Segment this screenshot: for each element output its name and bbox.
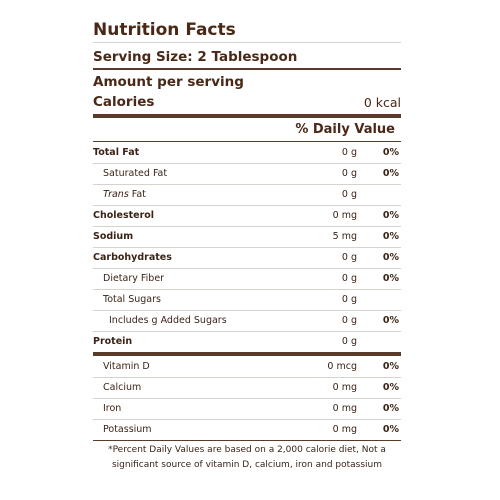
nutrient-amount: 0 g bbox=[341, 294, 357, 305]
divider bbox=[93, 184, 401, 185]
divider bbox=[93, 398, 401, 399]
nutrient-label: Trans Fat bbox=[103, 184, 146, 205]
daily-value: 0% bbox=[382, 315, 399, 326]
nutrient-amount: 0 g bbox=[341, 252, 357, 263]
daily-value-header: % Daily Value bbox=[295, 122, 395, 137]
nutrient-row: Dietary Fiber 0 g 0% bbox=[93, 268, 401, 289]
daily-value: 0% bbox=[382, 168, 399, 179]
nutrient-row: Trans Fat 0 g bbox=[93, 184, 401, 205]
nutrient-row: Carbohydrates 0 g 0% bbox=[93, 247, 401, 268]
divider bbox=[93, 141, 401, 142]
amount-per-serving: Amount per serving bbox=[93, 74, 244, 90]
nutrient-row: Total Sugars 0 g bbox=[93, 289, 401, 310]
nutrient-name: Includes g Added Sugars bbox=[109, 315, 227, 326]
nutrient-amount: 0 g bbox=[341, 168, 357, 179]
divider bbox=[93, 226, 401, 227]
nutrient-label: Carbohydrates bbox=[93, 247, 172, 268]
divider bbox=[93, 440, 401, 441]
nutrient-amount: 0 mg bbox=[332, 210, 357, 221]
nutrient-amount: 0 g bbox=[341, 336, 357, 347]
divider bbox=[93, 268, 401, 269]
nutrient-row: Cholesterol 0 mg 0% bbox=[93, 205, 401, 226]
nutrient-label-italic: Trans bbox=[103, 189, 129, 200]
nutrient-label: Total Sugars bbox=[103, 289, 161, 310]
title: Nutrition Facts bbox=[93, 20, 236, 40]
nutrient-amount: 0 mg bbox=[332, 382, 357, 393]
serving-size: Serving Size: 2 Tablespoon bbox=[93, 49, 298, 65]
nutrient-label: Vitamin D bbox=[103, 356, 150, 377]
nutrient-label: Calcium bbox=[103, 377, 141, 398]
nutrient-row: Iron 0 mg 0% bbox=[93, 398, 401, 419]
divider bbox=[93, 331, 401, 332]
daily-value: 0% bbox=[382, 210, 399, 221]
divider bbox=[93, 114, 401, 118]
calories-label: Calories bbox=[93, 94, 155, 110]
nutrient-row: Sodium 5 mg 0% bbox=[93, 226, 401, 247]
divider bbox=[93, 42, 401, 43]
nutrient-row: Calcium 0 mg 0% bbox=[93, 377, 401, 398]
nutrient-label: Potassium bbox=[103, 419, 152, 440]
nutrient-label: Includes g Added Sugars bbox=[109, 310, 227, 331]
nutrient-label: Saturated Fat bbox=[103, 163, 167, 184]
nutrient-label: Iron bbox=[103, 398, 121, 419]
daily-value: 0% bbox=[382, 231, 399, 242]
nutrient-name: Cholesterol bbox=[93, 210, 155, 221]
nutrient-amount: 0 g bbox=[341, 189, 357, 200]
nutrient-label: Protein bbox=[93, 331, 132, 352]
daily-value: 0% bbox=[382, 273, 399, 284]
nutrient-amount: 0 g bbox=[341, 273, 357, 284]
nutrient-label: Total Fat bbox=[93, 142, 139, 163]
divider bbox=[93, 289, 401, 290]
nutrient-name: Vitamin D bbox=[103, 361, 150, 372]
daily-value: 0% bbox=[382, 424, 399, 435]
nutrient-row: Includes g Added Sugars 0 g 0% bbox=[93, 310, 401, 331]
nutrient-name: Sodium bbox=[93, 231, 134, 242]
footnote: *Percent Daily Values are based on a 2,0… bbox=[108, 445, 386, 470]
nutrient-row: Total Fat 0 g 0% bbox=[93, 142, 401, 163]
nutrient-amount: 0 g bbox=[341, 147, 357, 158]
nutrient-row: Potassium 0 mg 0% bbox=[93, 419, 401, 440]
nutrient-amount: 0 mg bbox=[332, 424, 357, 435]
divider bbox=[93, 352, 401, 356]
nutrient-name: Protein bbox=[93, 336, 133, 347]
nutrient-name: Saturated Fat bbox=[103, 168, 168, 179]
nutrient-name: Potassium bbox=[103, 424, 152, 435]
daily-value: 0% bbox=[382, 252, 399, 263]
nutrition-label: Nutrition Facts Serving Size: 2 Tablespo… bbox=[93, 0, 401, 500]
nutrient-amount: 0 mcg bbox=[327, 361, 357, 372]
nutrient-row: Protein 0 g bbox=[93, 331, 401, 352]
nutrient-name: Total Sugars bbox=[103, 294, 161, 305]
nutrient-amount: 0 g bbox=[341, 315, 357, 326]
nutrient-label: Dietary Fiber bbox=[103, 268, 164, 289]
nutrient-name: Fat bbox=[131, 189, 146, 200]
divider bbox=[93, 310, 401, 311]
nutrient-name: Dietary Fiber bbox=[103, 273, 165, 284]
divider bbox=[93, 163, 401, 164]
divider bbox=[93, 68, 401, 70]
daily-value: 0% bbox=[382, 382, 399, 393]
nutrient-amount: 0 mg bbox=[332, 403, 357, 414]
nutrient-name: Carbohydrates bbox=[93, 252, 172, 263]
nutrient-label: Cholesterol bbox=[93, 205, 154, 226]
nutrient-name: Iron bbox=[103, 403, 122, 414]
divider bbox=[93, 377, 401, 378]
nutrient-name: Calcium bbox=[103, 382, 142, 393]
divider bbox=[93, 247, 401, 248]
daily-value: 0% bbox=[382, 403, 399, 414]
daily-value: 0% bbox=[382, 361, 399, 372]
nutrient-name: Total Fat bbox=[93, 147, 140, 158]
calories-value: 0 kcal bbox=[363, 95, 401, 110]
nutrient-row: Vitamin D 0 mcg 0% bbox=[93, 356, 401, 377]
nutrient-row: Saturated Fat 0 g 0% bbox=[93, 163, 401, 184]
divider bbox=[93, 419, 401, 420]
nutrient-label: Sodium bbox=[93, 226, 133, 247]
daily-value: 0% bbox=[382, 147, 399, 158]
divider bbox=[93, 205, 401, 206]
nutrient-amount: 5 mg bbox=[332, 231, 357, 242]
